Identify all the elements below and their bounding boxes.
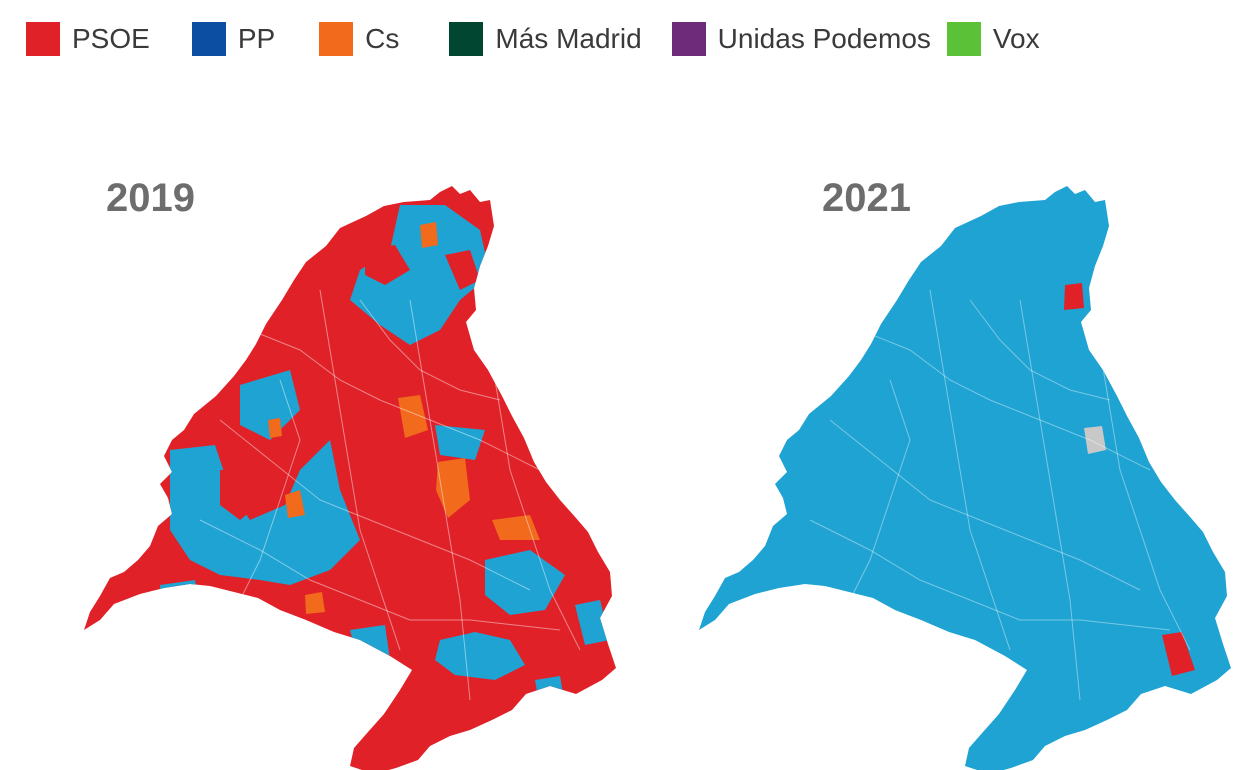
map-2019 bbox=[84, 186, 616, 770]
municipality-2019-west-red bbox=[220, 470, 265, 520]
municipality-2019-cs-6 bbox=[420, 222, 438, 248]
municipality-2019-west bbox=[170, 440, 360, 585]
municipality-2019-west-center bbox=[240, 370, 300, 440]
legend-item-pp: PP bbox=[191, 22, 276, 56]
municipality-2019-south-edge bbox=[535, 676, 565, 708]
municipality-2019-east bbox=[435, 425, 485, 460]
municipality-2019-north bbox=[350, 205, 490, 345]
municipalities-2021 bbox=[809, 283, 1195, 701]
municipality-2019-cs-1 bbox=[398, 395, 428, 438]
legend-item-vox: Vox bbox=[946, 22, 1040, 56]
municipality-2021-psoe-southeast bbox=[1162, 632, 1195, 676]
municipality-2019-north-red bbox=[365, 245, 410, 285]
legend-swatch-vox bbox=[946, 22, 981, 56]
municipality-2019-cs-4 bbox=[285, 490, 305, 518]
map-title-2021: 2021 bbox=[822, 176, 911, 220]
legend-label-unidas-podemos: Unidas Podemos bbox=[717, 23, 931, 54]
municipality-2021-grey bbox=[1084, 426, 1106, 454]
municipality-2019-southwest bbox=[160, 580, 200, 625]
legend-item-psoe: PSOE bbox=[26, 22, 150, 56]
municipality-2019-cs-3 bbox=[492, 515, 540, 540]
legend-item-mas-madrid: Más Madrid bbox=[449, 22, 642, 56]
municipality-2019-south-small bbox=[350, 625, 390, 668]
legend-swatch-psoe bbox=[26, 22, 60, 56]
legend-swatch-unidas-podemos bbox=[671, 22, 706, 56]
legend-item-unidas-podemos: Unidas Podemos bbox=[671, 22, 931, 56]
municipality-2021-psoe-north bbox=[1064, 283, 1084, 310]
municipality-2019-north-red-2 bbox=[445, 250, 480, 290]
municipality-2019-south bbox=[435, 632, 525, 680]
legend-label-cs: Cs bbox=[365, 23, 400, 54]
legend-item-cs: Cs bbox=[319, 22, 399, 56]
municipal-borders-2019 bbox=[199, 289, 581, 701]
legend-label-vox: Vox bbox=[992, 23, 1040, 54]
legend-label-pp: PP bbox=[237, 23, 276, 54]
legend-swatch-mas-madrid bbox=[449, 22, 484, 56]
municipalities-2019 bbox=[160, 205, 610, 708]
region-2021-base bbox=[699, 186, 1231, 770]
legend: PSOE PP Cs Más Madrid Unidas Podemos Vox bbox=[26, 22, 1072, 56]
municipality-2019-southeast bbox=[485, 550, 565, 615]
legend-label-psoe: PSOE bbox=[72, 23, 150, 54]
municipality-2019-cs-7 bbox=[268, 418, 282, 438]
legend-swatch-pp bbox=[191, 22, 226, 56]
municipality-2019-east-edge bbox=[575, 600, 610, 645]
municipal-borders-2021 bbox=[809, 289, 1191, 701]
legend-label-mas-madrid: Más Madrid bbox=[495, 23, 642, 54]
map-2021 bbox=[699, 186, 1231, 770]
map-title-2019: 2019 bbox=[106, 176, 195, 220]
municipality-2019-cs-5 bbox=[305, 592, 325, 614]
legend-swatch-cs bbox=[319, 22, 354, 56]
municipality-2019-cs-2 bbox=[436, 458, 470, 518]
